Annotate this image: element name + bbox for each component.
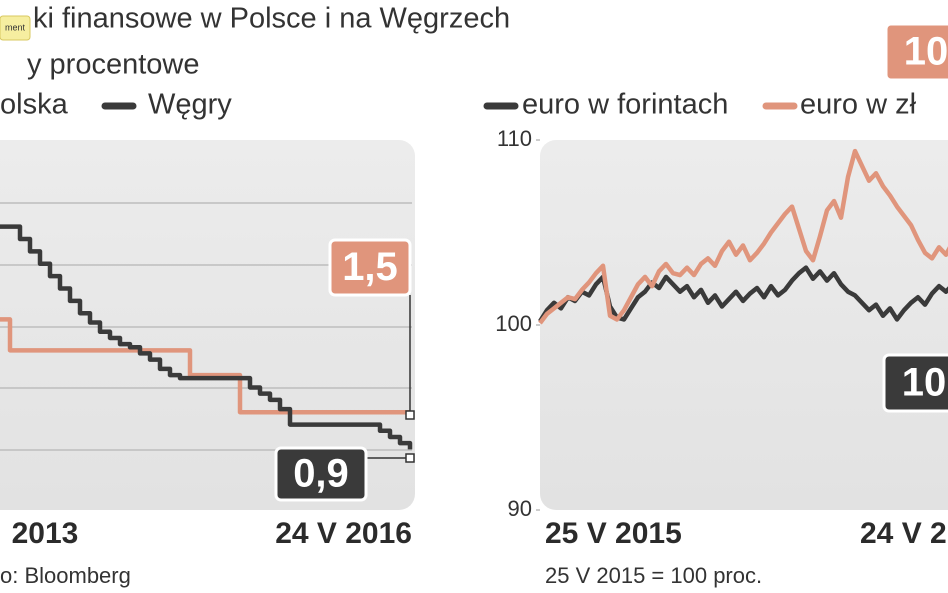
leader-dot	[405, 410, 415, 420]
annotation: 10	[902, 361, 947, 405]
legend-label: olska	[0, 89, 69, 121]
note: 25 V 2015 = 100 proc.	[545, 563, 762, 588]
badge: ment	[5, 22, 26, 32]
annotation-box	[884, 22, 948, 82]
y-tick-label: 100	[495, 311, 532, 336]
series-line	[538, 148, 948, 325]
annotation-box	[882, 353, 948, 413]
plot-bg-left	[0, 140, 415, 510]
x-tick-label: 24 V 2	[860, 517, 947, 550]
series-line	[0, 317, 410, 415]
y-tick-label: 110	[497, 126, 532, 151]
legend-label: euro w zł	[800, 89, 917, 121]
series-line	[0, 224, 413, 450]
annotation: 1,5	[342, 245, 398, 289]
annotation-box	[328, 238, 412, 297]
legend-label: euro w forintach	[522, 89, 728, 121]
chart-subtitle: y procentowe	[27, 49, 200, 81]
legend-label: Węgry	[148, 89, 232, 121]
y-tick-label: 90	[508, 496, 532, 521]
x-tick-label: 2013	[12, 517, 79, 550]
chart-title: ki finansowe w Polsce i na Węgrzech	[33, 3, 510, 35]
plot-bg-right	[540, 140, 948, 510]
annotation: 0,9	[293, 452, 349, 496]
annotation-box	[274, 446, 368, 502]
leader-dot	[405, 453, 415, 463]
x-tick-label: 24 V 2016	[275, 517, 412, 550]
annotation: 10	[904, 30, 948, 74]
x-tick-label: 25 V 2015	[545, 517, 682, 550]
badge-bg	[0, 15, 31, 41]
source: o: Bloomberg	[0, 563, 131, 588]
